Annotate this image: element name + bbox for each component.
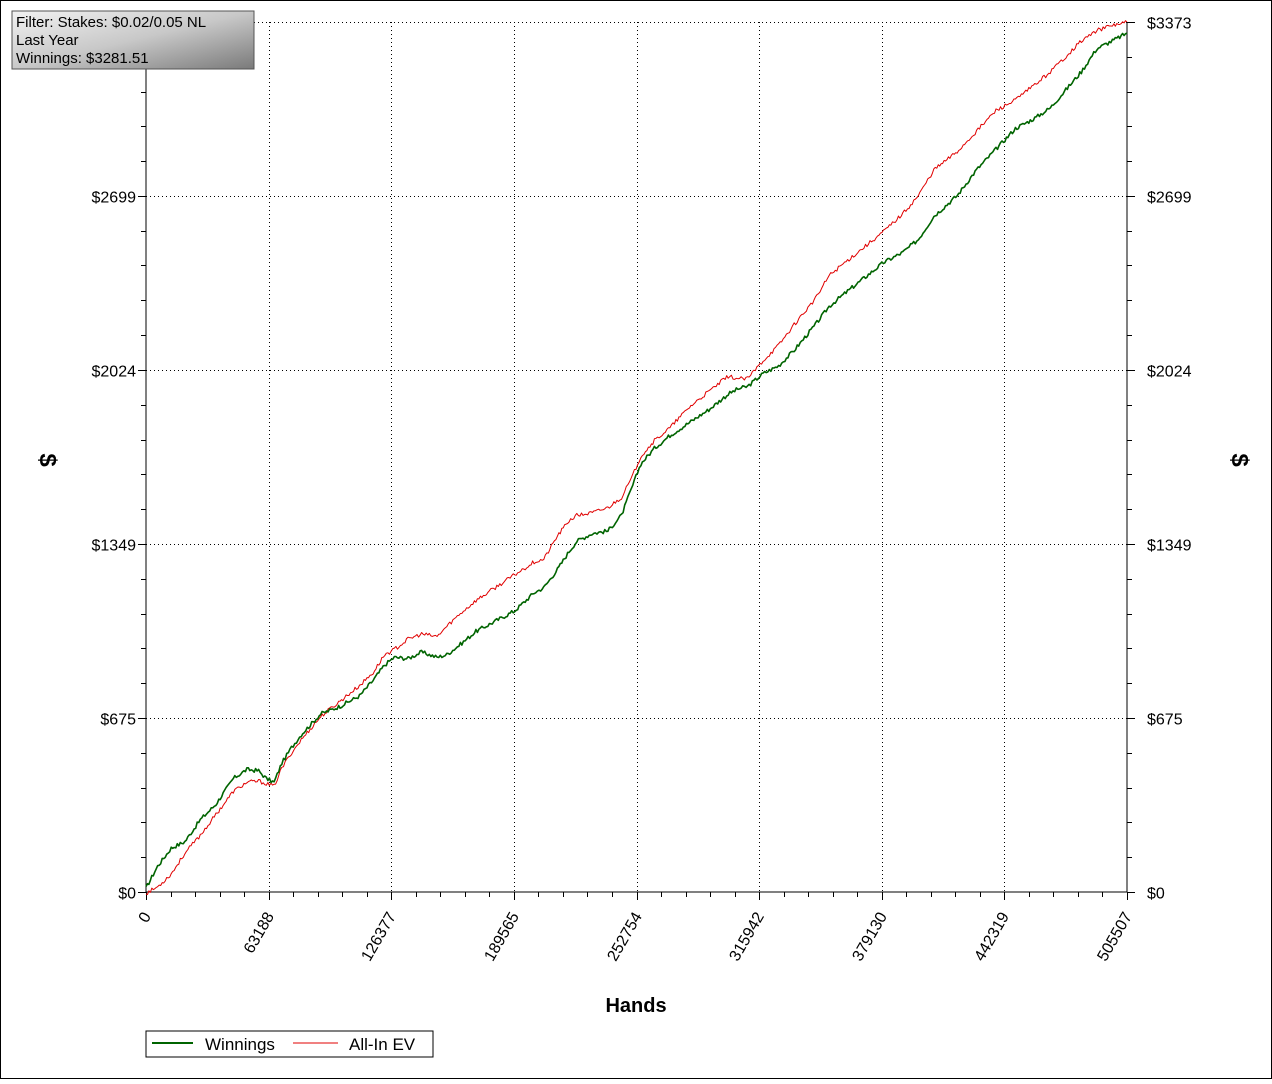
y-tick-labels: $0 $0 $675 $675 $1349 $1349 $2024 $2024 $2699 $26… [92, 16, 1192, 903]
series-line-winnings [145, 32, 1128, 887]
y-tick-label-left: $2024 [92, 364, 137, 381]
legend-box [145, 1030, 434, 1058]
info-winnings-text: Winnings: $3281.51 [16, 50, 149, 67]
legend: Winnings All-In EV [145, 1030, 434, 1058]
y-tick-label-left: $2699 [92, 190, 137, 207]
y-tick-label-left: $0 [118, 886, 136, 903]
y-tick-label-right: $675 [1147, 712, 1183, 729]
legend-label-allin-ev: All-In EV [349, 1035, 416, 1054]
x-axis-title: Hands [605, 995, 666, 1017]
y-tick-label-right: $1349 [1147, 538, 1192, 555]
y-tick-label-right: $2024 [1147, 364, 1192, 381]
y-tick-label-right: $0 [1147, 886, 1165, 903]
y-tick-label-left: $675 [100, 712, 136, 729]
y-tick-label-left: $1349 [92, 538, 137, 555]
info-box-background [11, 10, 255, 70]
y-axis-title-left: $ [34, 453, 61, 467]
series-layer [145, 20, 1128, 895]
legend-label-winnings: Winnings [205, 1035, 275, 1054]
y-axis-title-right: $ [1226, 453, 1253, 467]
grid-layer [146, 22, 1127, 892]
series-line-allin-ev [145, 20, 1128, 895]
y-tick-label-right: $2699 [1147, 190, 1192, 207]
y-tick-label-right: $3373 [1147, 16, 1192, 33]
info-filter-text: Filter: Stakes: $0.02/0.05 NL [16, 14, 206, 31]
info-box: Filter: Stakes: $0.02/0.05 NL Last Year … [11, 10, 255, 70]
info-period-text: Last Year [16, 32, 79, 49]
minor-ticks [138, 22, 1135, 900]
plot-area [146, 22, 1127, 892]
